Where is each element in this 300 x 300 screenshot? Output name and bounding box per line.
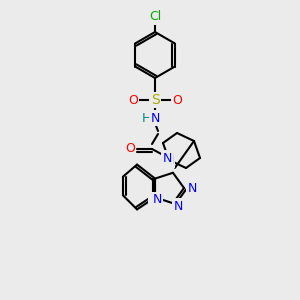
Text: H: H — [141, 112, 151, 124]
Text: N: N — [152, 193, 162, 206]
Text: N: N — [162, 152, 172, 164]
Text: N: N — [173, 200, 183, 213]
Text: N: N — [187, 182, 197, 194]
Text: S: S — [151, 93, 159, 107]
Text: O: O — [128, 94, 138, 106]
Text: O: O — [172, 94, 182, 106]
Text: Cl: Cl — [149, 11, 161, 23]
Text: O: O — [125, 142, 135, 155]
Text: N: N — [150, 112, 160, 124]
Text: N: N — [149, 196, 159, 209]
Text: N: N — [164, 154, 174, 166]
